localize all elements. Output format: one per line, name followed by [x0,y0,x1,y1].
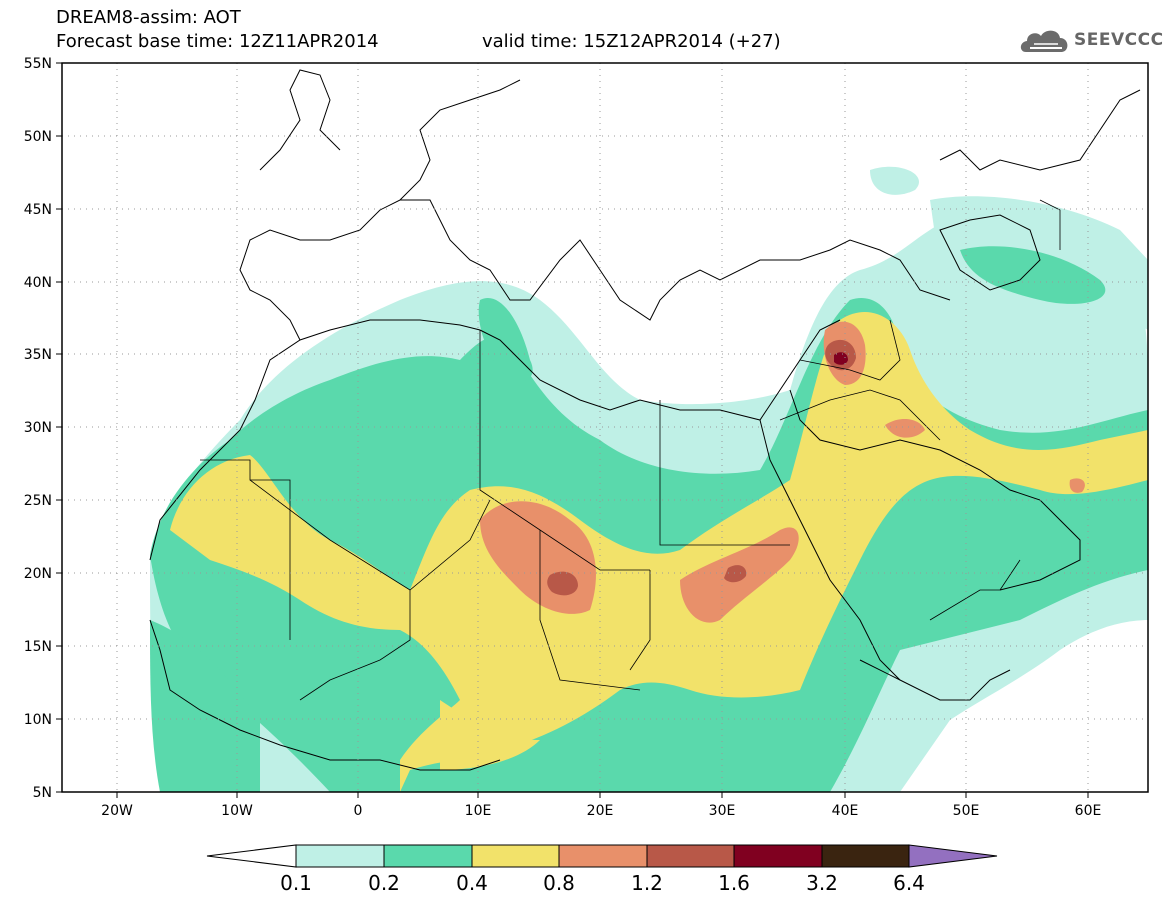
lat-label: 15N [24,639,52,655]
colorbar-swatch [471,844,560,868]
lon-label: 60E [1075,803,1102,819]
lat-label: 25N [24,493,52,509]
colorbar-swatch [733,844,823,868]
map-title: DREAM8-assim: AOT [56,7,241,28]
lat-label: 20N [24,566,52,582]
lat-label: 5N [33,785,52,801]
colorbar-label: 6.4 [893,871,925,895]
lat-label: 40N [24,275,52,291]
colorbar-label: 0.1 [280,871,312,895]
lon-label: 30E [709,803,736,819]
lat-label: 35N [24,347,52,363]
gridlines [62,63,1148,792]
colorbar-swatch [295,844,385,868]
lat-label: 45N [24,202,52,218]
coastlines [149,69,1141,771]
colorbar-low-arrow [206,844,297,868]
forecast-time-line: Forecast base time: 12Z11APR2014 valid ti… [56,31,781,52]
lon-label: 50E [953,803,980,819]
colorbar-swatch [558,844,648,868]
lat-label: 10N [24,712,52,728]
lon-label: 0 [354,803,363,819]
colorbar-swatch [821,844,910,868]
colorbar-label: 3.2 [806,871,838,895]
colorbar-swatch [383,844,473,868]
logo-text: SEEVCCC [1074,30,1164,50]
colorbar-label: 0.4 [456,871,488,895]
aot-band-1.6 [834,352,848,365]
borders [200,199,1061,701]
colorbar-label: 0.8 [543,871,575,895]
lon-label: 10W [221,803,253,819]
lon-label: 20W [101,803,133,819]
colorbar-label: 0.2 [368,871,400,895]
lat-label: 30N [24,420,52,436]
colorbar-label: 1.6 [718,871,750,895]
colorbar-high-arrow [908,844,998,868]
cloud-icon [1020,30,1068,52]
aot-field [149,69,1148,792]
lon-label: 20E [587,803,614,819]
colorbar-swatch [646,844,735,868]
colorbar [206,844,998,868]
axis-ticks [56,62,1089,798]
forecast-base-time: Forecast base time: 12Z11APR2014 [56,31,379,52]
valid-time: valid time: 15Z12APR2014 (+27) [482,31,781,52]
lat-label: 50N [24,129,52,145]
lat-label: 55N [24,56,52,72]
lon-label: 40E [832,803,859,819]
lon-label: 10E [465,803,492,819]
colorbar-label: 1.2 [631,871,663,895]
seevccc-logo [1018,22,1158,58]
